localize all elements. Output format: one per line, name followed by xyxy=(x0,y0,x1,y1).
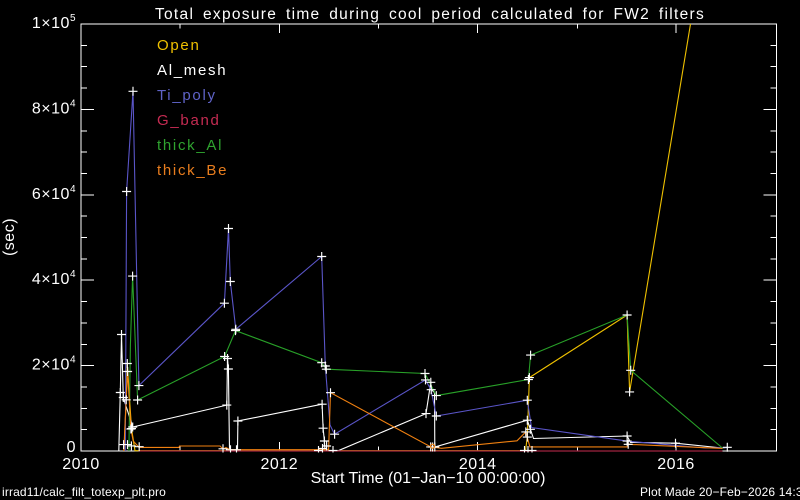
svg-text:irrad11/calc_filt_totexp_plt.p: irrad11/calc_filt_totexp_plt.pro xyxy=(2,485,166,499)
svg-text:thick_Al: thick_Al xyxy=(157,137,223,154)
svg-text:2×104: 2×104 xyxy=(32,355,76,374)
svg-text:6×104: 6×104 xyxy=(32,184,76,203)
svg-text:G_band: G_band xyxy=(157,112,221,129)
svg-text:4×104: 4×104 xyxy=(32,269,76,288)
svg-text:thick_Be: thick_Be xyxy=(157,162,228,179)
svg-text:2014: 2014 xyxy=(459,456,497,473)
svg-text:Al_mesh: Al_mesh xyxy=(157,62,227,79)
svg-text:1×105: 1×105 xyxy=(32,13,76,32)
svg-text:Total exposure time during coo: Total exposure time during cool period c… xyxy=(155,6,705,23)
svg-text:2012: 2012 xyxy=(261,456,299,473)
svg-text:(sec): (sec) xyxy=(1,218,18,256)
svg-text:8×104: 8×104 xyxy=(32,98,76,117)
svg-text:Open: Open xyxy=(157,37,201,54)
svg-text:0: 0 xyxy=(67,439,76,456)
svg-text:Start Time (01−Jan−10 00:00:00: Start Time (01−Jan−10 00:00:00) xyxy=(311,470,546,487)
svg-text:Plot Made 20−Feb−2026 14:35:02: Plot Made 20−Feb−2026 14:35:02 xyxy=(640,485,800,499)
svg-text:Ti_poly: Ti_poly xyxy=(157,87,217,104)
svg-text:2016: 2016 xyxy=(657,456,695,473)
svg-text:2010: 2010 xyxy=(62,456,100,473)
